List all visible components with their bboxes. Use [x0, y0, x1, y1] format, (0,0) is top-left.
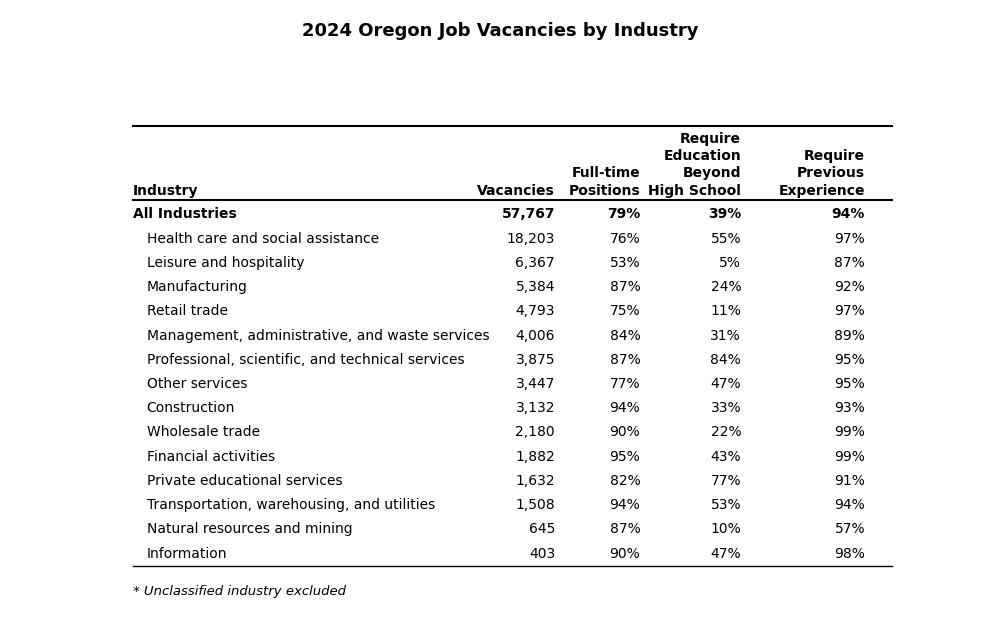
Text: 77%: 77% — [610, 377, 640, 391]
Text: 57%: 57% — [834, 523, 865, 536]
Text: 84%: 84% — [710, 353, 741, 367]
Text: 93%: 93% — [834, 401, 865, 415]
Text: 53%: 53% — [610, 256, 640, 270]
Text: 47%: 47% — [710, 547, 741, 561]
Text: 5%: 5% — [719, 256, 741, 270]
Text: 99%: 99% — [834, 450, 865, 464]
Text: 10%: 10% — [710, 523, 741, 536]
Text: 24%: 24% — [710, 280, 741, 294]
Text: 94%: 94% — [610, 498, 640, 512]
Text: Other services: Other services — [147, 377, 247, 391]
Text: 18,203: 18,203 — [507, 231, 555, 246]
Text: 98%: 98% — [834, 547, 865, 561]
Text: 95%: 95% — [834, 377, 865, 391]
Text: 87%: 87% — [610, 353, 640, 367]
Text: 89%: 89% — [834, 329, 865, 342]
Text: Require
Education
Beyond
High School: Require Education Beyond High School — [648, 131, 741, 197]
Text: 2,180: 2,180 — [516, 426, 555, 439]
Text: 3,132: 3,132 — [516, 401, 555, 415]
Text: 77%: 77% — [710, 474, 741, 488]
Text: 87%: 87% — [834, 256, 865, 270]
Text: 94%: 94% — [832, 207, 865, 222]
Text: 47%: 47% — [710, 377, 741, 391]
Text: 57,767: 57,767 — [502, 207, 555, 222]
Text: Management, administrative, and waste services: Management, administrative, and waste se… — [147, 329, 489, 342]
Text: 90%: 90% — [610, 426, 640, 439]
Text: 84%: 84% — [610, 329, 640, 342]
Text: 92%: 92% — [834, 280, 865, 294]
Text: Industry: Industry — [133, 184, 198, 197]
Text: 3,875: 3,875 — [516, 353, 555, 367]
Text: 95%: 95% — [834, 353, 865, 367]
Text: Transportation, warehousing, and utilities: Transportation, warehousing, and utiliti… — [147, 498, 435, 512]
Text: Financial activities: Financial activities — [147, 450, 275, 464]
Text: 99%: 99% — [834, 426, 865, 439]
Text: 91%: 91% — [834, 474, 865, 488]
Text: 31%: 31% — [710, 329, 741, 342]
Text: Require
Previous
Experience: Require Previous Experience — [779, 149, 865, 197]
Text: 1,632: 1,632 — [516, 474, 555, 488]
Text: Health care and social assistance: Health care and social assistance — [147, 231, 379, 246]
Text: Natural resources and mining: Natural resources and mining — [147, 523, 352, 536]
Text: 43%: 43% — [710, 450, 741, 464]
Text: Manufacturing: Manufacturing — [147, 280, 248, 294]
Text: * Unclassified industry excluded: * Unclassified industry excluded — [133, 585, 346, 598]
Text: Full-time
Positions: Full-time Positions — [569, 166, 640, 197]
Text: 22%: 22% — [710, 426, 741, 439]
Text: 3,447: 3,447 — [516, 377, 555, 391]
Text: 55%: 55% — [710, 231, 741, 246]
Text: 53%: 53% — [710, 498, 741, 512]
Text: 645: 645 — [529, 523, 555, 536]
Text: 403: 403 — [529, 547, 555, 561]
Text: 1,882: 1,882 — [515, 450, 555, 464]
Text: Vacancies: Vacancies — [477, 184, 555, 197]
Text: 39%: 39% — [708, 207, 741, 222]
Text: 97%: 97% — [834, 304, 865, 318]
Text: Private educational services: Private educational services — [147, 474, 342, 488]
Text: 75%: 75% — [610, 304, 640, 318]
Text: 94%: 94% — [834, 498, 865, 512]
Text: Professional, scientific, and technical services: Professional, scientific, and technical … — [147, 353, 464, 367]
Text: 94%: 94% — [610, 401, 640, 415]
Text: 97%: 97% — [834, 231, 865, 246]
Text: 87%: 87% — [610, 280, 640, 294]
Text: 4,006: 4,006 — [516, 329, 555, 342]
Text: 90%: 90% — [610, 547, 640, 561]
Text: 1,508: 1,508 — [516, 498, 555, 512]
Text: 6,367: 6,367 — [516, 256, 555, 270]
Text: Construction: Construction — [147, 401, 235, 415]
Text: 33%: 33% — [710, 401, 741, 415]
Text: Retail trade: Retail trade — [147, 304, 228, 318]
Text: All Industries: All Industries — [133, 207, 237, 222]
Text: Information: Information — [147, 547, 227, 561]
Text: 87%: 87% — [610, 523, 640, 536]
Text: 82%: 82% — [610, 474, 640, 488]
Text: Wholesale trade: Wholesale trade — [147, 426, 260, 439]
Text: 11%: 11% — [710, 304, 741, 318]
Text: 2024 Oregon Job Vacancies by Industry: 2024 Oregon Job Vacancies by Industry — [302, 22, 698, 39]
Text: 95%: 95% — [610, 450, 640, 464]
Text: Leisure and hospitality: Leisure and hospitality — [147, 256, 304, 270]
Text: 79%: 79% — [607, 207, 640, 222]
Text: 76%: 76% — [610, 231, 640, 246]
Text: 4,793: 4,793 — [516, 304, 555, 318]
Text: 5,384: 5,384 — [516, 280, 555, 294]
